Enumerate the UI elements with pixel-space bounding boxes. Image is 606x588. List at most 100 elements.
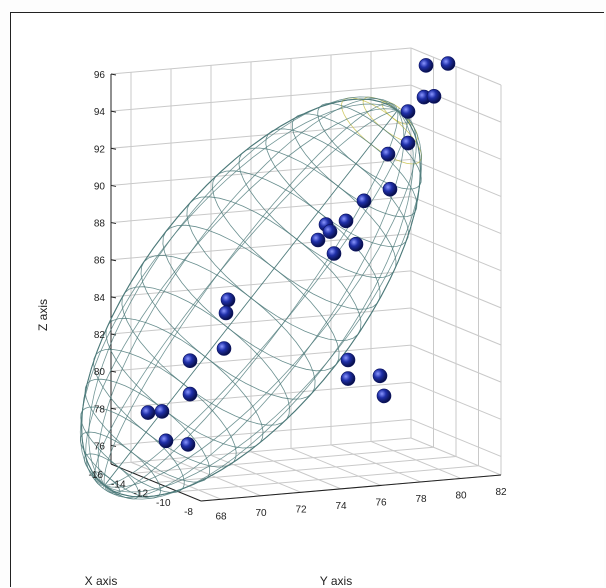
z-tick-mark <box>110 333 117 336</box>
z-tick-label: 86 <box>94 256 106 267</box>
grid-line <box>410 307 502 346</box>
mesh-meridian <box>102 110 398 489</box>
grid-line <box>410 418 502 457</box>
mesh-meridian <box>104 110 423 493</box>
z-tick-mark <box>110 147 117 150</box>
data-point <box>338 213 354 229</box>
z-axis-label: Z axis <box>36 299 50 331</box>
mesh-meridian <box>104 110 417 488</box>
figure-frame: 76 78 80 82 84 86 88 90 92 94 96 -16 -14 -12 -10 -8 68 70… <box>10 12 604 588</box>
z-tick-label: 84 <box>94 293 106 304</box>
grid-line <box>110 381 412 409</box>
z-tick-label: 94 <box>94 107 106 118</box>
mesh-meridian <box>85 108 398 486</box>
x-axis-label: X axis <box>85 574 118 588</box>
data-point <box>340 371 356 386</box>
z-tick-mark <box>110 296 117 299</box>
mesh-meridian <box>104 110 399 494</box>
data-point <box>310 232 326 248</box>
data-point <box>426 89 442 104</box>
y-tick-label: 76 <box>375 497 387 508</box>
data-point <box>158 433 174 449</box>
mesh-meridian <box>104 110 414 500</box>
z-tick-label: 96 <box>94 70 106 81</box>
z-tick-mark <box>110 370 117 373</box>
z-tick-label: 78 <box>94 404 106 415</box>
mesh-meridian <box>81 98 398 486</box>
data-point <box>216 341 232 356</box>
data-point <box>182 386 198 402</box>
z-tick-label: 76 <box>94 441 106 452</box>
data-point <box>348 236 364 252</box>
grid-line <box>410 47 502 86</box>
y-tick-label: 80 <box>455 490 467 501</box>
mesh-meridian <box>94 110 398 486</box>
z-tick-label: 92 <box>94 144 106 155</box>
mesh-meridian <box>79 103 398 486</box>
data-point <box>182 353 198 369</box>
mesh-meridian <box>104 110 421 498</box>
mesh-meridian <box>104 110 408 486</box>
y-tick-label: 68 <box>215 511 227 522</box>
x-tick-label: -16 <box>89 470 104 481</box>
grid-line <box>178 465 479 493</box>
z-tick-label: 90 <box>94 181 106 192</box>
grid-line <box>110 270 412 298</box>
z-tick-label: 88 <box>94 219 106 230</box>
grid-line <box>410 344 502 383</box>
y-axis-line <box>200 474 502 502</box>
grid-line <box>410 158 502 197</box>
grid-line <box>155 456 457 483</box>
mesh-meridian <box>104 110 405 498</box>
x-tick-label: -14 <box>111 479 126 490</box>
y-tick-label: 82 <box>495 487 507 498</box>
data-point <box>376 388 392 404</box>
data-point <box>326 246 342 261</box>
z-tick-mark <box>110 184 117 187</box>
z-tick-mark <box>110 222 117 225</box>
data-point <box>218 305 234 321</box>
axes <box>110 73 502 502</box>
x-tick-label: -10 <box>156 498 171 509</box>
grid-line <box>110 47 412 75</box>
grid-line <box>410 196 502 235</box>
mesh-meridian <box>88 96 398 486</box>
grid-line <box>133 446 434 474</box>
tick-labels: 76 78 80 82 84 86 88 90 92 94 96 -16 -14 -12 -10 -8 68 70… <box>89 70 507 522</box>
z-tick-mark <box>110 259 117 262</box>
data-points <box>140 56 456 452</box>
data-point <box>418 58 434 73</box>
data-point <box>140 405 156 420</box>
x-tick-label: -8 <box>184 507 193 518</box>
grid-line <box>110 121 412 149</box>
data-point <box>372 368 388 384</box>
data-point <box>400 135 416 151</box>
grid-line <box>110 84 412 112</box>
y-tick-label: 78 <box>415 494 427 505</box>
y-axis-label: Y axis <box>320 574 352 588</box>
grid-lines <box>110 47 502 502</box>
grid-line <box>410 121 502 160</box>
y-tick-label: 74 <box>335 501 347 512</box>
grid-line <box>410 381 502 420</box>
data-point <box>400 104 416 119</box>
y-tick-label: 72 <box>295 504 307 515</box>
z-tick-label: 80 <box>94 367 106 378</box>
grid-line <box>110 158 412 186</box>
data-point <box>440 56 456 71</box>
data-point <box>340 352 356 368</box>
data-point <box>380 146 396 162</box>
z-tick-label: 82 <box>94 330 106 341</box>
data-point <box>382 181 398 197</box>
data-point <box>220 292 236 308</box>
data-point <box>322 224 338 239</box>
z-tick-mark <box>110 73 117 76</box>
mesh-meridian <box>97 98 398 486</box>
grid-line <box>110 437 412 465</box>
grid-line <box>410 270 502 309</box>
ellipsoid-mesh <box>79 96 423 500</box>
grid-line <box>410 233 502 272</box>
x-axis-line <box>110 463 202 502</box>
z-tick-mark <box>110 110 117 113</box>
data-point <box>154 404 170 419</box>
